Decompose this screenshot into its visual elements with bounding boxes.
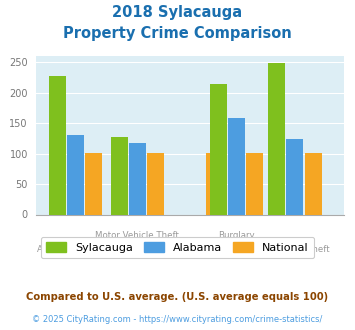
Bar: [206, 153, 223, 214]
Bar: [246, 153, 263, 214]
Text: Arson: Arson: [184, 245, 208, 254]
Legend: Sylacauga, Alabama, National: Sylacauga, Alabama, National: [40, 237, 315, 258]
Text: Compared to U.S. average. (U.S. average equals 100): Compared to U.S. average. (U.S. average …: [26, 292, 329, 302]
Bar: [286, 139, 304, 214]
Text: 2018 Sylacauga: 2018 Sylacauga: [113, 5, 242, 20]
Bar: [305, 153, 322, 214]
Text: © 2025 CityRating.com - https://www.cityrating.com/crime-statistics/: © 2025 CityRating.com - https://www.city…: [32, 315, 323, 324]
Bar: [228, 118, 245, 214]
Bar: [209, 83, 226, 214]
Bar: [67, 135, 84, 214]
Bar: [268, 63, 285, 214]
Bar: [111, 137, 128, 214]
Text: All Property Crime: All Property Crime: [37, 245, 115, 254]
Text: Larceny & Theft: Larceny & Theft: [261, 245, 329, 254]
Bar: [147, 153, 164, 214]
Bar: [49, 76, 66, 214]
Text: Burglary: Burglary: [218, 231, 255, 240]
Text: Property Crime Comparison: Property Crime Comparison: [63, 26, 292, 41]
Text: Motor Vehicle Theft: Motor Vehicle Theft: [95, 231, 179, 240]
Bar: [86, 153, 102, 214]
Bar: [129, 143, 146, 214]
